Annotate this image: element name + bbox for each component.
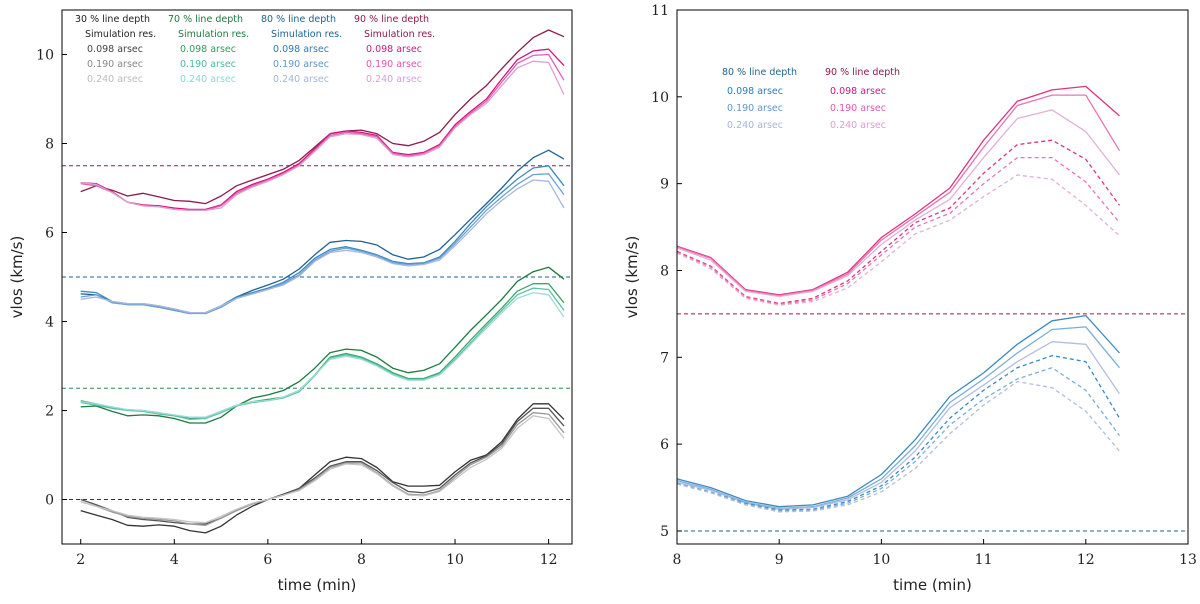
series-line-0 xyxy=(80,403,565,534)
y-tick-label-5: 10 xyxy=(651,90,669,106)
legend-entry-1-0: 0.098 arsec xyxy=(180,44,236,55)
legend-title-0: 30 % line depth xyxy=(75,14,150,25)
series-line-8 xyxy=(80,149,565,315)
series-line-8 xyxy=(676,109,1121,298)
legend-entry-1-2: 0.240 arsec xyxy=(180,74,236,85)
series-line-1 xyxy=(80,407,565,525)
plot-frame xyxy=(61,9,573,545)
y-tick-label-3: 8 xyxy=(660,263,669,279)
x-tick-label-3: 11 xyxy=(975,552,993,568)
series-line-3 xyxy=(676,354,1121,511)
x-tick-label-3: 8 xyxy=(357,552,366,568)
series-line-7 xyxy=(80,291,565,418)
x-tick-label-4: 12 xyxy=(1077,552,1095,568)
x-tick-label-2: 10 xyxy=(872,552,890,568)
y-tick-label-1: 6 xyxy=(660,437,669,453)
legend-entry-0-1: 0.190 arsec xyxy=(727,103,783,114)
legend-entry-0-1: 0.190 arsec xyxy=(87,59,143,70)
x-tick-label-1: 9 xyxy=(775,552,784,568)
series-line-11 xyxy=(676,174,1120,306)
series-line-7 xyxy=(676,94,1121,297)
x-tick-label-5: 12 xyxy=(540,552,558,568)
legend-entry-1-2: 0.240 arsec xyxy=(830,120,886,131)
legend-entry-3-0: 0.098 arsec xyxy=(366,44,422,55)
x-axis-label: time (min) xyxy=(278,576,357,594)
series-line-10 xyxy=(676,156,1121,306)
y-tick-label-0: 5 xyxy=(660,524,669,540)
series-line-13 xyxy=(80,48,565,211)
x-axis-label: time (min) xyxy=(893,576,972,594)
series-line-6 xyxy=(676,85,1120,296)
legend-subtitle-0: Simulation res. xyxy=(85,29,156,40)
series-line-0 xyxy=(676,314,1120,508)
x-tick-label-2: 6 xyxy=(263,552,272,568)
legend-entry-1-1: 0.190 arsec xyxy=(180,59,236,70)
y-axis-label: vlos (km/s) xyxy=(8,236,26,319)
series-line-10 xyxy=(80,173,565,315)
series-line-12 xyxy=(80,29,565,205)
series-line-9 xyxy=(80,165,565,315)
legend-title-0: 80 % line depth xyxy=(722,67,797,78)
legend-title-1: 90 % line depth xyxy=(825,67,900,78)
x-tick-label-1: 4 xyxy=(170,552,179,568)
legend-subtitle-1: Simulation res. xyxy=(178,29,249,40)
legend-entry-2-0: 0.098 arsec xyxy=(273,44,329,55)
y-tick-label-2: 7 xyxy=(660,350,669,366)
series-line-9 xyxy=(676,139,1121,305)
x-tick-label-5: 13 xyxy=(1179,552,1197,568)
legend-title-3: 90 % line depth xyxy=(354,14,429,25)
series-line-1 xyxy=(676,326,1121,510)
legend-entry-0-0: 0.098 arsec xyxy=(87,44,143,55)
legend-entry-3-2: 0.240 arsec xyxy=(366,74,422,85)
series-line-6 xyxy=(80,287,565,421)
legend-subtitle-2: Simulation res. xyxy=(271,29,342,40)
legend-subtitle-3: Simulation res. xyxy=(364,29,435,40)
y-tick-label-5: 10 xyxy=(36,48,54,64)
x-tick-label-0: 2 xyxy=(76,552,85,568)
legend-entry-0-0: 0.098 arsec xyxy=(727,86,783,97)
legend-entry-1-1: 0.190 arsec xyxy=(830,103,886,114)
y-tick-label-0: 0 xyxy=(45,493,54,509)
series-line-5 xyxy=(80,283,565,420)
series-line-4 xyxy=(676,367,1121,512)
legend-title-1: 70 % line depth xyxy=(168,14,243,25)
series-line-3 xyxy=(80,415,565,524)
plot-frame xyxy=(676,9,1189,545)
series-line-2 xyxy=(80,412,565,526)
series-line-2 xyxy=(676,341,1121,510)
series-line-5 xyxy=(676,380,1120,513)
y-tick-label-4: 9 xyxy=(660,177,669,193)
y-tick-label-6: 11 xyxy=(651,3,669,19)
legend-entry-0-2: 0.240 arsec xyxy=(87,74,143,85)
legend-entry-0-2: 0.240 arsec xyxy=(727,120,783,131)
legend-entry-2-1: 0.190 arsec xyxy=(273,59,329,70)
x-tick-label-0: 8 xyxy=(673,552,682,568)
series-line-11 xyxy=(80,179,565,314)
y-tick-label-4: 8 xyxy=(45,137,54,153)
y-axis-label: vlos (km/s) xyxy=(623,236,641,319)
y-tick-label-2: 4 xyxy=(45,315,54,331)
legend-entry-2-2: 0.240 arsec xyxy=(273,74,329,85)
series-line-4 xyxy=(80,266,565,424)
x-tick-label-4: 10 xyxy=(446,552,464,568)
left-chart-panel: 2 4 6 8 10 12 0 2 4 6 8 10 time (min) vlos (km/s) 30 %… xyxy=(8,9,573,594)
legend-entry-1-0: 0.098 arsec xyxy=(830,86,886,97)
legend-title-2: 80 % line depth xyxy=(261,14,336,25)
y-tick-label-3: 6 xyxy=(45,226,54,242)
series-line-15 xyxy=(80,60,565,211)
y-tick-label-1: 2 xyxy=(45,404,54,420)
legend-entry-3-1: 0.190 arsec xyxy=(366,59,422,70)
